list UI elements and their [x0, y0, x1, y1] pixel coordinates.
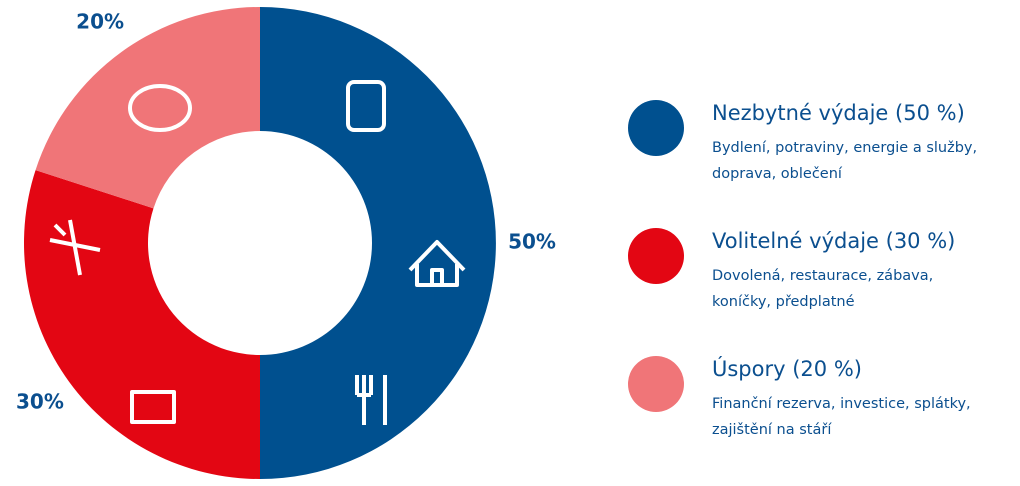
bus-icon [346, 80, 386, 132]
value-label: 30% [16, 389, 64, 413]
legend-description: Dovolená, restaurace, zábava, [712, 268, 933, 284]
legend-swatch [628, 100, 684, 156]
legend-swatch [628, 228, 684, 284]
plane-icon [49, 219, 101, 276]
legend-label: Volitelné výdaje (30 %) [712, 229, 955, 253]
legend-label: Úspory (20 %) [712, 356, 862, 381]
legend-label: Nezbytné výdaje (50 %) [712, 101, 965, 125]
clapper-icon [130, 390, 176, 424]
legend-description: koníčky, předplatné [712, 294, 855, 310]
legend-description: Finanční rezerva, investice, splátky, [712, 396, 971, 412]
slice [24, 170, 260, 479]
house-icon [408, 240, 466, 287]
donut: 50% 30% 20% [16, 7, 556, 479]
legend-description: Bydlení, potraviny, energie a služby, [712, 140, 977, 156]
piggy-icon [128, 84, 192, 132]
slice [260, 7, 496, 479]
legend-description: doprava, oblečení [712, 166, 843, 182]
legend-swatch [628, 356, 684, 412]
value-label: 20% [76, 9, 124, 33]
slice [35, 7, 261, 209]
cutlery-icon [355, 375, 387, 425]
icons [49, 80, 466, 425]
value-label: 50% [508, 230, 556, 254]
legend: Nezbytné výdaje (50 %) Bydlení, potraviny… [628, 100, 977, 438]
legend-description: zajištění na stáří [712, 422, 832, 438]
